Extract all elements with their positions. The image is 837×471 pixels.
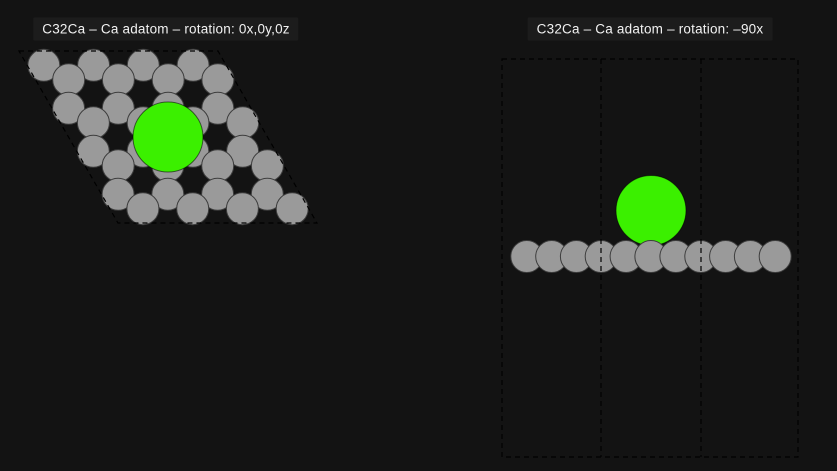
carbon-atom: [176, 48, 210, 82]
carbon-atom: [126, 48, 160, 82]
unit-cell-outline: [17, 50, 319, 224]
carbon-atom: [101, 149, 135, 183]
calcium-adatom: [615, 175, 687, 246]
calcium-adatom: [132, 101, 204, 173]
carbon-atom: [226, 134, 260, 168]
carbon-atom: [176, 192, 210, 226]
cell-box-outline: [501, 58, 799, 458]
carbon-atom: [77, 48, 111, 82]
carbon-atom: [52, 63, 86, 97]
carbon-atom: [275, 192, 309, 226]
carbon-atom: [758, 240, 792, 273]
carbon-atom: [151, 63, 185, 97]
carbon-atom: [101, 91, 135, 125]
carbon-atom: [226, 106, 260, 140]
carbon-atom: [201, 63, 235, 97]
carbon-atom: [76, 106, 110, 140]
carbon-atom: [101, 177, 135, 211]
left-panel: [17, 48, 319, 226]
carbon-atom: [151, 177, 185, 211]
left-panel-title: C32Ca – Ca adatom – rotation: 0x,0y,0z: [33, 17, 299, 41]
carbon-atom: [250, 149, 284, 183]
right-panel: [501, 58, 799, 458]
carbon-atom: [101, 63, 135, 97]
carbon-atom: [52, 91, 86, 125]
carbon-atom: [201, 177, 235, 211]
right-panel-title: C32Ca – Ca adatom – rotation: –90x: [527, 17, 773, 41]
carbon-atom: [250, 177, 284, 211]
carbon-atom: [225, 192, 259, 226]
carbon-atom: [201, 149, 235, 183]
carbon-atom: [201, 91, 235, 125]
carbon-atom: [126, 192, 160, 226]
